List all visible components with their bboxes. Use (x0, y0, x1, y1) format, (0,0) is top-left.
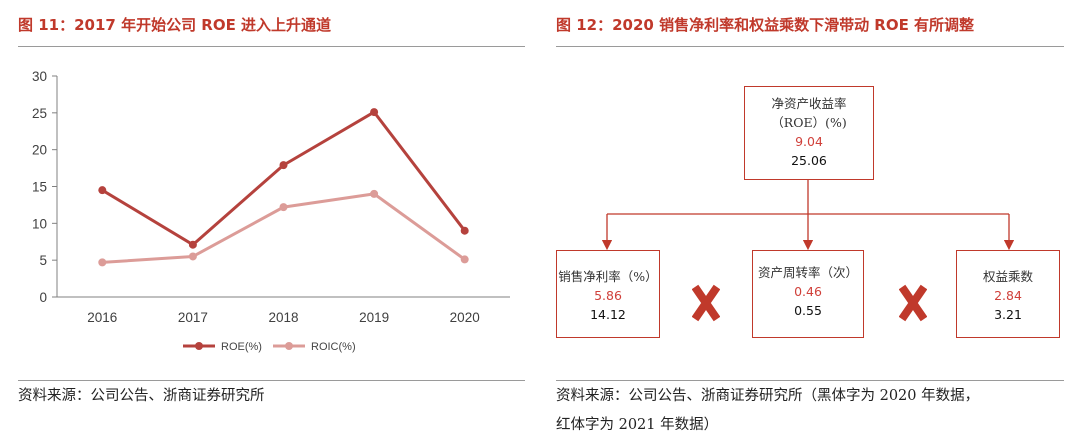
roe-legend-label: ROE(%) (221, 341, 262, 353)
roe-data-point (279, 161, 288, 170)
asset-turnover-label: 资产周转率（次） (757, 265, 858, 280)
x-tick-label: 2019 (359, 310, 389, 325)
y-tick-label: 20 (32, 143, 47, 158)
chart-legend: ROE(%) ROIC(%) (183, 341, 356, 353)
asset-turnover-box: 资产周转率（次） 0.46 0.55 (752, 250, 864, 338)
roe-box: 净资产收益率 （ROE）(%) 9.04 25.06 (744, 86, 874, 180)
roic-data-point (188, 252, 197, 261)
roe-data-point (460, 226, 469, 235)
right-figure-title: 图 12：2020 销售净利率和权益乘数下滑带动 ROE 有所调整 (556, 16, 975, 34)
roic-data-point (98, 258, 107, 267)
roic-data-point (370, 189, 379, 198)
multiply-icon (899, 284, 927, 322)
net-margin-value-2020: 14.12 (590, 307, 626, 322)
equity-multiplier-label: 权益乘数 (982, 269, 1033, 284)
roe-value-2020: 25.06 (791, 153, 827, 168)
y-tick-label: 30 (32, 69, 47, 84)
x-tick-label: 2020 (450, 310, 480, 325)
x-tick-label: 2018 (268, 310, 298, 325)
right-source-note-line1: 资料来源：公司公告、浙商证券研究所（黑体字为 2020 年数据， (556, 388, 980, 404)
asset-turnover-value-2020: 0.55 (794, 303, 822, 318)
roe-line-chart: 0 5 10 15 20 25 30 2016 2017 2018 2019 2020 ROE(%)… (32, 69, 510, 353)
y-tick-label: 0 (39, 290, 47, 305)
x-axis-ticks: 2016 2017 2018 2019 2020 (87, 310, 479, 325)
right-title-rule (556, 46, 1064, 47)
left-source-note: 资料来源：公司公告、浙商证券研究所 (18, 388, 265, 404)
y-tick-label: 10 (32, 216, 47, 231)
x-tick-label: 2017 (178, 310, 208, 325)
net-margin-box: 销售净利率（%） 5.86 14.12 (556, 250, 660, 338)
left-title-rule (18, 46, 525, 47)
roe-data-point (370, 108, 379, 117)
equity-multiplier-value-2020: 3.21 (994, 307, 1022, 322)
y-axis-ticks: 0 5 10 15 20 25 30 (32, 69, 57, 305)
x-tick-label: 2016 (87, 310, 117, 325)
series-lines (98, 108, 469, 267)
roe-label-unit: （ROE）(%) (771, 115, 847, 130)
roe-value-2021: 9.04 (795, 134, 823, 149)
roic-data-point (460, 255, 469, 264)
net-margin-value-2021: 5.86 (594, 288, 622, 303)
roic-data-point (279, 203, 288, 212)
roe-data-point (98, 186, 107, 195)
roic-legend-marker (285, 342, 293, 350)
asset-turnover-value-2021: 0.46 (794, 284, 822, 299)
y-tick-label: 25 (32, 106, 47, 121)
multiply-icon (692, 284, 720, 322)
left-figure-title: 图 11：2017 年开始公司 ROE 进入上升通道 (18, 16, 332, 34)
right-bottom-rule (556, 380, 1064, 381)
left-bottom-rule (18, 380, 525, 381)
roe-legend-marker (195, 342, 203, 350)
right-source-note-line2: 红体字为 2021 年数据） (556, 417, 719, 433)
roic-legend-label: ROIC(%) (311, 341, 356, 353)
y-tick-label: 5 (39, 253, 47, 268)
equity-multiplier-box: 权益乘数 2.84 3.21 (956, 250, 1060, 338)
y-tick-label: 15 (32, 180, 47, 195)
net-margin-label: 销售净利率（%） (558, 269, 658, 284)
roe-data-point (188, 240, 197, 249)
equity-multiplier-value-2021: 2.84 (994, 288, 1022, 303)
roe-label: 净资产收益率 (771, 96, 847, 111)
